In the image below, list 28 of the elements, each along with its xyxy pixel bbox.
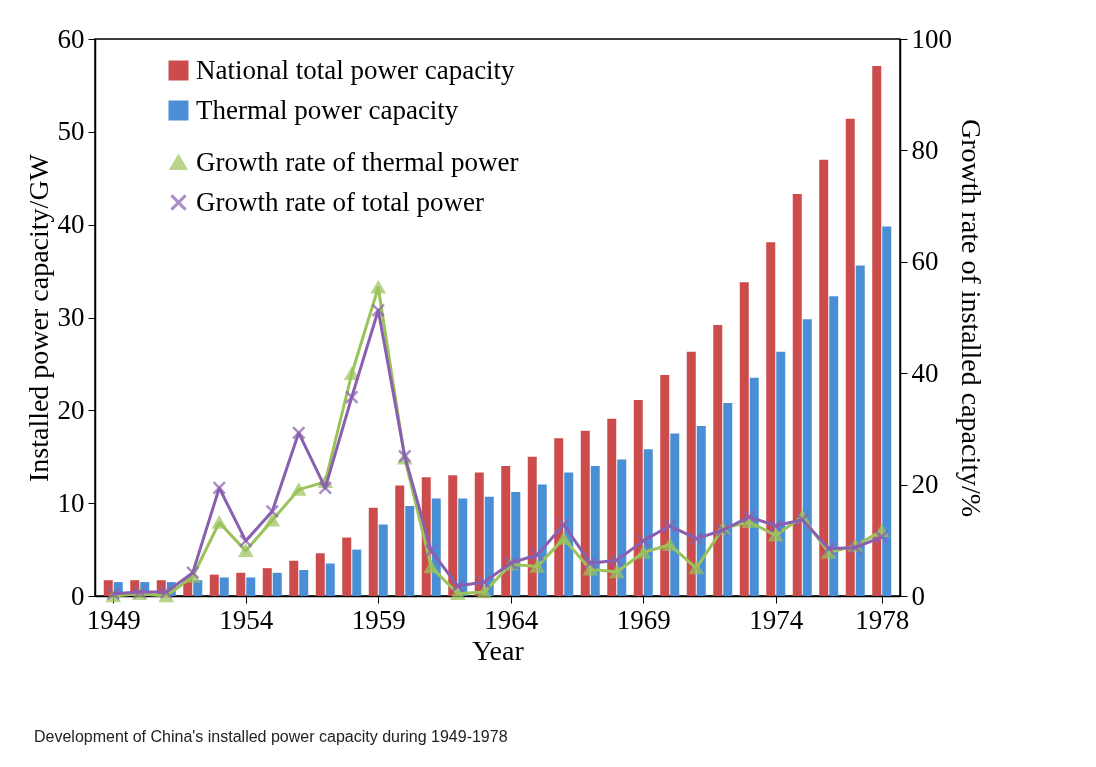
y-tick-label: 30	[57, 302, 85, 332]
y-tick-label: 10	[57, 487, 85, 518]
y-axis-title: Installed power capacity/GW	[22, 153, 54, 483]
x-tick-label: 1974	[749, 604, 804, 635]
x-tick-label: 1964	[484, 604, 539, 635]
x-tick-label: 1959	[351, 604, 406, 635]
legend-label: Growth rate of total power	[196, 186, 484, 217]
y2-tick-label: 0	[911, 580, 925, 611]
y-tick-label: 0	[71, 580, 85, 611]
legend-label: Growth rate of thermal power	[196, 146, 519, 177]
y-tick-label: 40	[57, 209, 85, 240]
y-tick-label: 20	[57, 394, 85, 425]
legend-label: National total power capacity	[196, 54, 516, 85]
y-tick-label: 50	[57, 116, 85, 147]
y2-tick-label: 100	[911, 23, 952, 54]
x-tick-label: 1949	[86, 604, 141, 635]
x-tick-label: 1954	[219, 604, 274, 635]
y-tick-label: 60	[57, 23, 85, 54]
text: Development of China's installed power capacity during 1949-1978	[34, 728, 508, 746]
x-tick-label: 1969	[616, 604, 671, 635]
y2-tick-label: 40	[911, 357, 939, 388]
x-axis-title: Year	[472, 634, 525, 666]
y2-tick-label: 80	[911, 134, 939, 165]
x-tick-label: 1978	[855, 604, 910, 635]
y2-tick-label: 20	[911, 469, 939, 500]
y2-axis-title: Growth rate of installed capacity/%	[956, 118, 987, 518]
y2-tick-label: 60	[911, 246, 939, 277]
legend-label: Thermal power capacity	[196, 94, 459, 125]
